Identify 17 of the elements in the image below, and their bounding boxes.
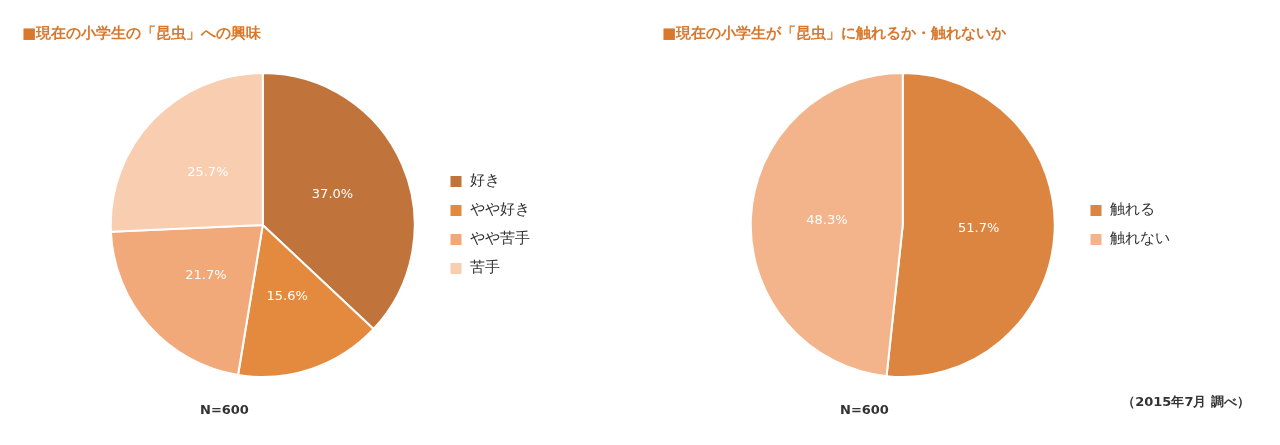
text: N=600	[840, 402, 889, 417]
chart-title: ■現在の小学生の「昆虫」への興味	[22, 24, 262, 43]
data-label: 15.6%	[266, 288, 308, 304]
legend-label: 触れない	[1110, 229, 1170, 248]
text: N=600	[200, 402, 249, 417]
legend-label: 苦手	[470, 258, 500, 277]
legend-label: やや好き	[470, 200, 530, 219]
text: （2015年7月 調べ）	[1122, 393, 1250, 411]
data-label: 25.7%	[187, 163, 229, 179]
data-label: 37.0%	[311, 186, 354, 202]
data-label: 48.3%	[806, 212, 848, 228]
legend-label: 触れる	[1110, 200, 1155, 219]
chart-title: ■現在の小学生が「昆虫」に触れるか・触れないか	[662, 24, 1007, 43]
data-label: 21.7%	[185, 266, 227, 282]
legend-label: 好き	[470, 171, 500, 190]
legend-label: やや苦手	[470, 229, 530, 248]
data-label: 51.7%	[957, 220, 1000, 236]
